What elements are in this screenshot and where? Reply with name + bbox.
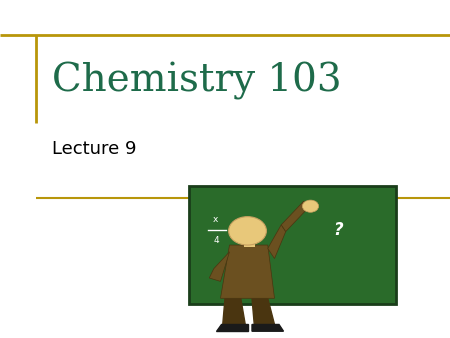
Polygon shape (223, 298, 245, 324)
Circle shape (302, 200, 319, 212)
Text: x: x (213, 215, 219, 223)
Polygon shape (209, 252, 230, 281)
Polygon shape (216, 324, 248, 331)
Polygon shape (252, 324, 284, 331)
Polygon shape (281, 201, 308, 232)
Text: + Y ·: + Y · (244, 225, 267, 235)
Text: Chemistry 103: Chemistry 103 (52, 62, 342, 100)
Text: 4: 4 (213, 236, 219, 245)
Polygon shape (268, 225, 286, 259)
Bar (244, 233, 255, 247)
Circle shape (229, 217, 266, 245)
Polygon shape (220, 245, 274, 298)
Text: ?: ? (333, 221, 343, 239)
Bar (189, 186, 396, 304)
Polygon shape (252, 298, 274, 324)
Text: Lecture 9: Lecture 9 (52, 140, 136, 158)
